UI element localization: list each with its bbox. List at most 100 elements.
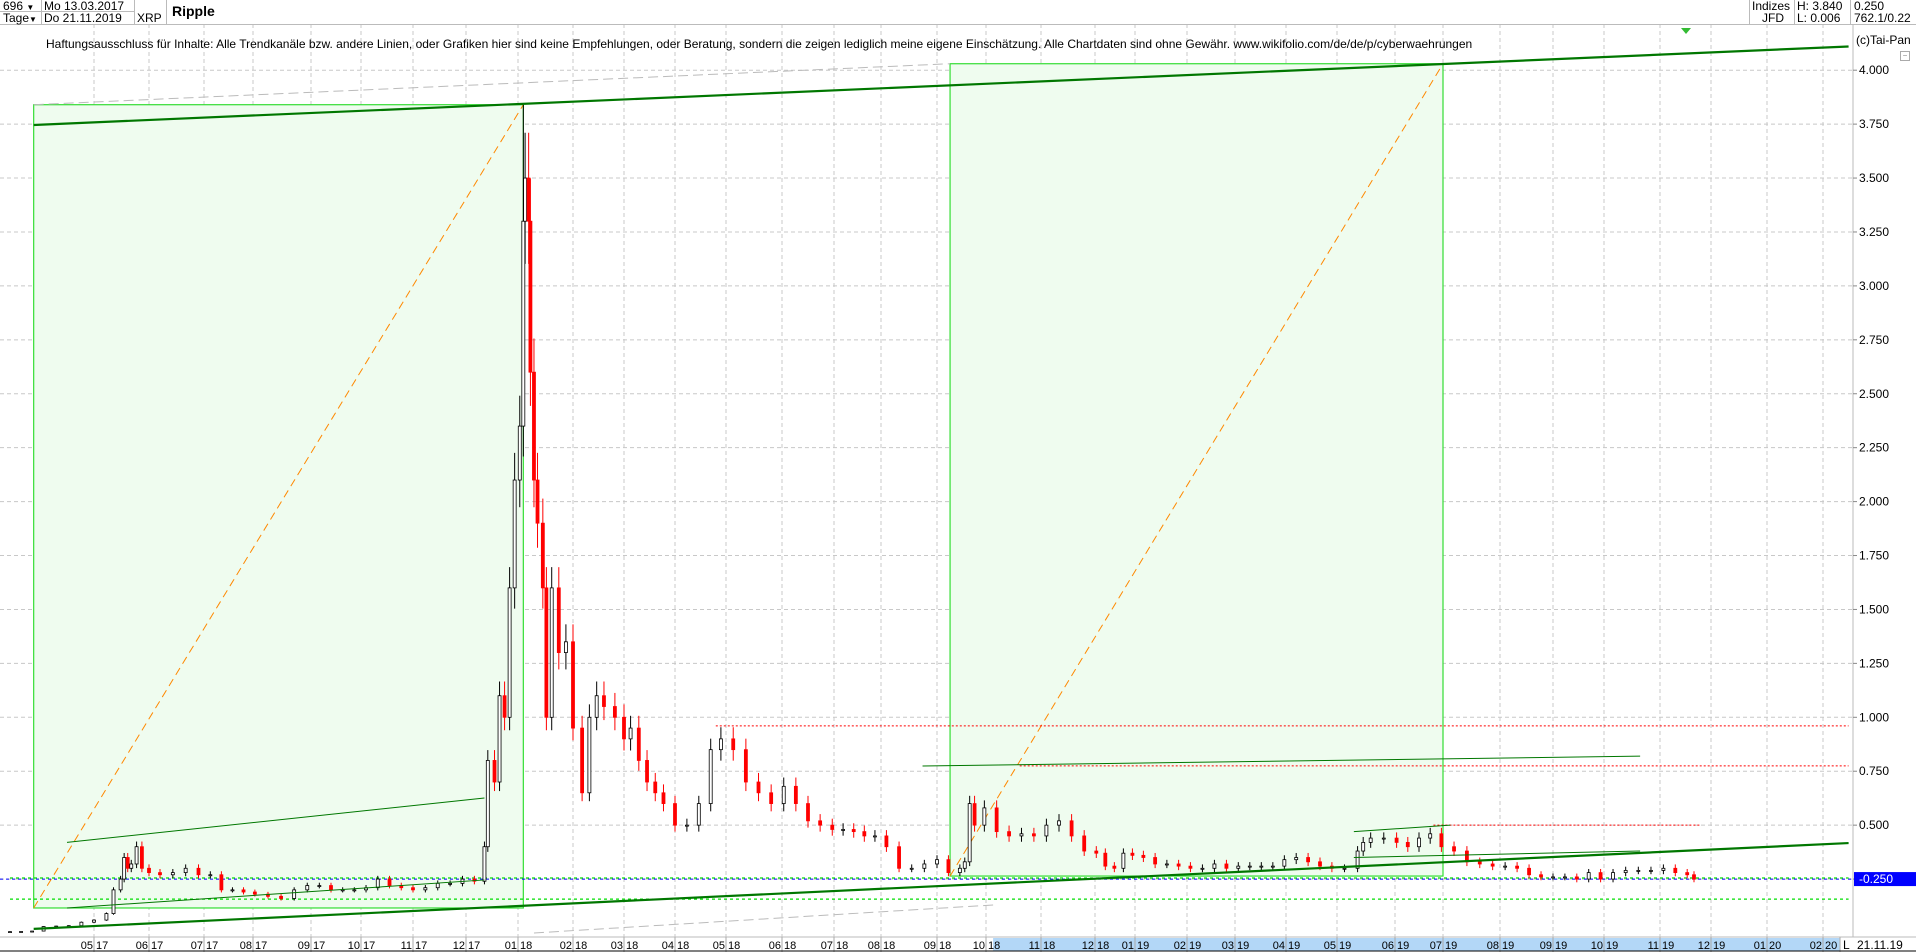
period-dropdown[interactable]: Tage▼ (3, 12, 37, 24)
start-date[interactable]: Mo 13.03.2017 (44, 0, 125, 13)
collapse-icon[interactable]: − (1900, 51, 1910, 61)
x-tick-year: 17 (363, 940, 375, 952)
candle (375, 878, 380, 889)
candle (1574, 876, 1579, 880)
x-tick-month: 02 (1174, 940, 1186, 952)
candle (1224, 863, 1229, 869)
x-tick-year: 19 (1288, 940, 1300, 952)
x-tick-year: 19 (1606, 940, 1618, 952)
candle (922, 863, 927, 869)
candle (1515, 865, 1519, 869)
candle (8, 931, 12, 933)
candle (1200, 867, 1205, 870)
x-tick-year: 19 (1339, 940, 1351, 952)
candle (935, 859, 939, 865)
drawings-back (0, 63, 1853, 934)
candle (982, 807, 987, 826)
x-tick-month: 11 (1648, 940, 1659, 952)
candle (1032, 833, 1036, 837)
candle (1563, 876, 1567, 879)
candle (535, 479, 540, 524)
candle (1381, 837, 1386, 840)
y-tick-label: 1.750 (1859, 549, 1889, 563)
chart-title: Ripple (172, 3, 215, 19)
x-tick-year: 19 (1397, 940, 1409, 952)
candle (884, 835, 889, 848)
y-tick-label: 3.750 (1859, 117, 1889, 131)
chevron-down-icon: ▼ (29, 15, 37, 24)
candle (1439, 833, 1444, 848)
candle (532, 371, 536, 481)
candle (517, 425, 522, 481)
candle (448, 882, 453, 885)
candle (305, 885, 310, 891)
x-tick-month: 05 (713, 940, 725, 952)
x-tick-year: 19 (1237, 940, 1249, 952)
last-value: 0.250 (1854, 0, 1885, 13)
candle (830, 824, 835, 830)
candle (526, 177, 531, 222)
candle (1082, 835, 1087, 852)
candle (118, 878, 123, 891)
candle (556, 587, 561, 653)
candle (1259, 865, 1264, 868)
x-tick-year: 17 (255, 940, 267, 952)
x-tick-year: 18 (883, 940, 895, 952)
candle (125, 857, 130, 869)
candle (645, 760, 649, 783)
candle (1477, 861, 1482, 865)
candle (1294, 857, 1299, 861)
x-tick-month: 03 (1222, 940, 1234, 952)
x-tick-month: 08 (1487, 940, 1499, 952)
x-tick-month: 10 (348, 940, 360, 952)
x-tick-month: 09 (924, 940, 936, 952)
candle (1212, 863, 1217, 869)
current-price-label: -0.250 (1859, 872, 1893, 886)
candle (1019, 833, 1024, 837)
candle (30, 930, 35, 933)
symbol: XRP (137, 11, 162, 25)
candle (19, 931, 23, 933)
x-tick-year: 18 (677, 940, 689, 952)
candle (329, 885, 333, 891)
x-tick-month: 10 (1591, 940, 1603, 952)
candle (708, 749, 713, 804)
candle (183, 867, 188, 874)
axis-scale-toggle[interactable]: L (1843, 938, 1850, 952)
candle (967, 803, 972, 863)
candle (594, 695, 599, 718)
x-tick-year: 18 (1043, 940, 1055, 952)
candle (1527, 867, 1531, 876)
x-tick-month: 12 (1698, 940, 1710, 952)
x-tick-month: 01 (505, 940, 517, 952)
candle (317, 885, 322, 887)
bars-count-dropdown[interactable]: 696 ▼ (3, 0, 34, 12)
end-date[interactable]: Do 21.11.2019 (44, 11, 122, 25)
candle (129, 863, 134, 869)
trend-line (1353, 824, 1451, 833)
candle (1153, 857, 1158, 865)
candle (806, 803, 810, 822)
y-tick-label: 3.500 (1859, 171, 1889, 185)
y-tick-label: 1.000 (1859, 710, 1889, 724)
x-tick-month: 08 (868, 940, 880, 952)
candle (134, 846, 139, 865)
candle (719, 738, 723, 751)
current-price-badge (1854, 872, 1916, 887)
candle (147, 867, 151, 874)
x-tick-month: 01 (1122, 940, 1134, 952)
x-tick-month: 10 (973, 940, 985, 952)
candle (818, 820, 823, 826)
candle (219, 874, 224, 891)
x-tick-month: 05 (81, 940, 93, 952)
x-axis: 05 17 06 17 07 17 08 17 09 17 10 17 11 17 12 17 01 18 02 18… (0, 936, 1916, 952)
x-tick-month: 12 (453, 940, 465, 952)
y-tick-label: 3.000 (1859, 279, 1889, 293)
info-value: 762.1/0.22 (1854, 11, 1911, 25)
candle (571, 641, 575, 729)
candle (104, 913, 109, 921)
candle (653, 781, 658, 794)
y-tick-label: 2.750 (1859, 333, 1889, 347)
candle (1103, 852, 1108, 867)
